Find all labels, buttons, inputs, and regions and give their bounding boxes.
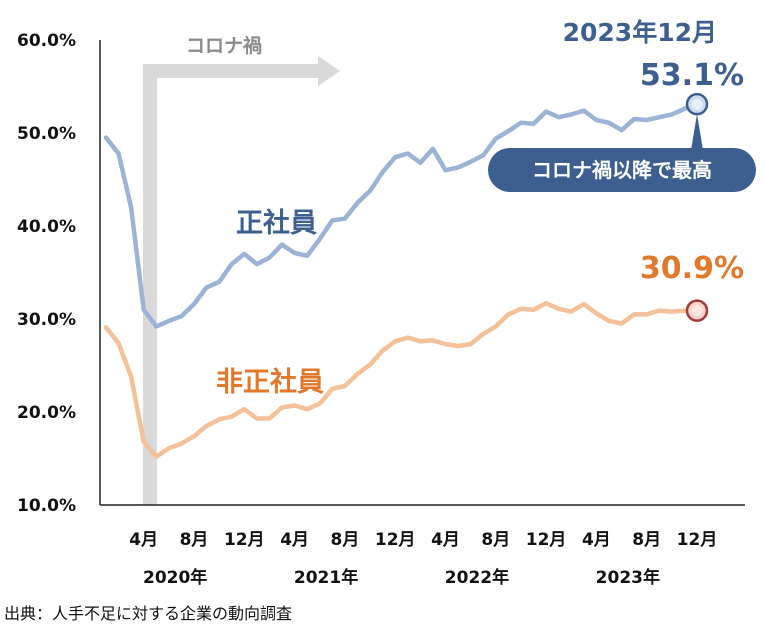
x-tick-label: 8月: [180, 530, 209, 550]
series-line-seishain: [103, 101, 700, 329]
x-tick-label: 4月: [582, 530, 611, 550]
seishain-endpoint-date: 2023年12月: [563, 18, 717, 47]
y-tick-label: 40.0%: [17, 217, 76, 237]
x-tick-label: 8月: [481, 530, 510, 550]
y-tick-label: 30.0%: [17, 310, 76, 330]
callout-bubble: [488, 148, 756, 192]
x-tick-label: 12月: [526, 530, 567, 550]
y-tick-label: 60.0%: [17, 31, 76, 51]
callout-text: コロナ禍以降で最高: [532, 158, 712, 182]
hiseishain-endpoint-marker-inner: [691, 305, 703, 317]
x-tick-label: 12月: [677, 530, 718, 550]
series-label-seishain: 正社員: [236, 207, 317, 239]
x-tick-label: 12月: [224, 530, 265, 550]
x-year-label: 2020年: [143, 567, 207, 588]
source-note: 出典：人手不足に対する企業の動向調査: [4, 604, 293, 623]
series-label-hiseishain: 非正社員: [216, 366, 324, 398]
x-tick-label: 12月: [375, 530, 416, 550]
hiseishain-endpoint-value: 30.9%: [640, 251, 744, 286]
seishain-endpoint-marker-inner: [691, 98, 703, 110]
seishain-endpoint-value: 53.1%: [640, 58, 744, 93]
x-tick-label: 4月: [129, 530, 158, 550]
series-line-hiseishain: [103, 300, 700, 459]
chart-series: [103, 101, 700, 459]
x-tick-label: 4月: [280, 530, 309, 550]
corona-period-marker: コロナ禍: [143, 34, 340, 505]
y-tick-label: 20.0%: [17, 403, 76, 423]
corona-arrow-shaft: [143, 64, 318, 78]
corona-label: コロナ禍: [186, 34, 262, 57]
corona-arrow-head: [318, 56, 340, 86]
y-tick-label: 10.0%: [17, 496, 76, 516]
x-year-label: 2023年: [596, 567, 660, 588]
x-tick-label: 8月: [632, 530, 661, 550]
callout-pointer: [691, 114, 703, 150]
chart-axes: 10.0% 20.0% 30.0% 40.0% 50.0% 60.0% 4月 8月 12月 4月 8…: [17, 31, 745, 588]
x-year-label: 2022年: [445, 567, 509, 588]
x-year-label: 2021年: [294, 567, 358, 588]
y-tick-label: 50.0%: [17, 124, 76, 144]
x-tick-label: 4月: [431, 530, 460, 550]
x-tick-label: 8月: [330, 530, 359, 550]
corona-band: [143, 64, 158, 505]
